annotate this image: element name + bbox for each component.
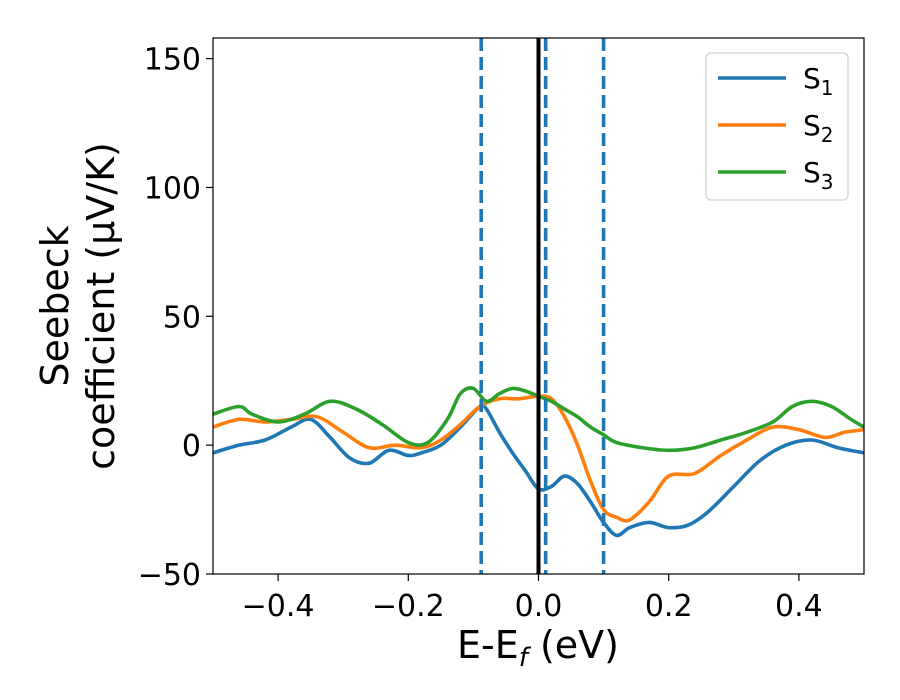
- y-axis-label-line1: Seebeck: [33, 225, 77, 386]
- y-tick-label: 150: [144, 43, 201, 78]
- series-line-s1: [213, 403, 864, 538]
- x-tick-label: 0.2: [645, 589, 693, 624]
- legend-label-s1: S1: [803, 62, 834, 100]
- y-axis-label-line2: coefficient (μV/K): [79, 142, 123, 470]
- x-axis-label-main: E-E: [457, 623, 519, 667]
- y-tick-label: 0: [182, 429, 201, 464]
- y-tick-label: 100: [144, 171, 201, 206]
- x-tick-label: 0.4: [775, 589, 823, 624]
- x-axis-label: E-Ef (eV): [457, 623, 619, 673]
- x-axis-label-suffix: (eV): [528, 623, 619, 667]
- x-tick-label: 0.0: [515, 589, 563, 624]
- y-tick-label: 50: [163, 300, 201, 335]
- legend: S1 S2 S3: [705, 52, 849, 201]
- x-tick-label: −0.2: [372, 589, 445, 624]
- y-tick-label: −50: [138, 558, 201, 593]
- plot-area: [213, 38, 864, 574]
- legend-label-s2: S2: [803, 109, 834, 147]
- legend-label-s3: S3: [803, 156, 834, 194]
- axis-ticks: −0.4 −0.2 0.0 0.2 0.4 −50 0 50 100 150: [138, 43, 823, 624]
- x-tick-label: −0.4: [242, 589, 315, 624]
